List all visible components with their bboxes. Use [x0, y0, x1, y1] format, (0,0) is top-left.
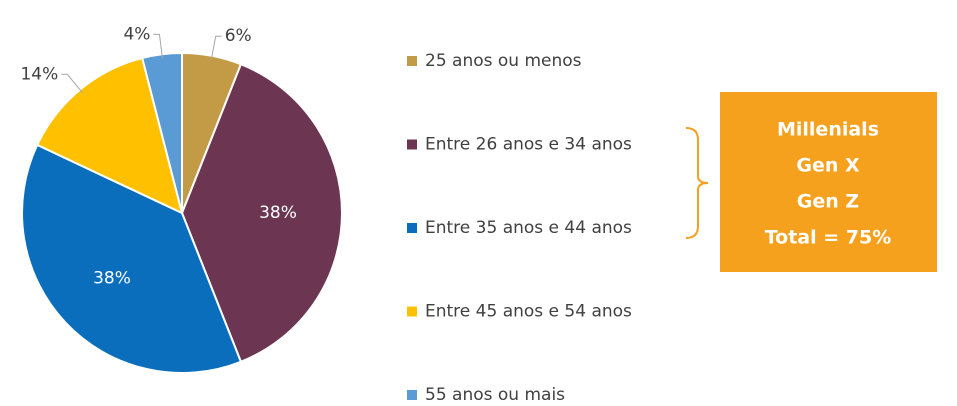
- annotation-text: Millenials: [777, 119, 879, 141]
- legend-label: 25 anos ou menos: [425, 51, 582, 71]
- leader-line: [153, 33, 163, 59]
- legend-label: Entre 45 anos e 54 anos: [425, 302, 632, 322]
- annotation-box: [720, 92, 937, 272]
- pie-slice: [180, 62, 343, 364]
- data-label: 6%: [225, 26, 252, 46]
- legend-swatch: [407, 223, 417, 233]
- annotation-text: Gen Z: [797, 191, 859, 213]
- pie-slice: [21, 143, 243, 374]
- data-label: 38%: [93, 269, 131, 289]
- data-label: 14%: [20, 64, 58, 84]
- legend-swatch: [407, 56, 417, 66]
- data-label: 4%: [123, 24, 150, 44]
- legend-swatch: [407, 139, 417, 150]
- legend-label: Entre 26 anos e 34 anos: [425, 135, 632, 155]
- legend-label: Entre 35 anos e 44 anos: [425, 218, 632, 238]
- legend-swatch: [407, 306, 417, 317]
- data-label: 38%: [259, 203, 297, 223]
- leader-line: [210, 35, 222, 60]
- annotation-text: Total = 75%: [765, 227, 892, 249]
- annotation-text: Gen X: [796, 155, 860, 177]
- bracket: [685, 127, 709, 239]
- legend-swatch: [407, 390, 417, 400]
- leader-line: [61, 73, 83, 94]
- legend-label: 55 anos ou mais: [425, 385, 565, 405]
